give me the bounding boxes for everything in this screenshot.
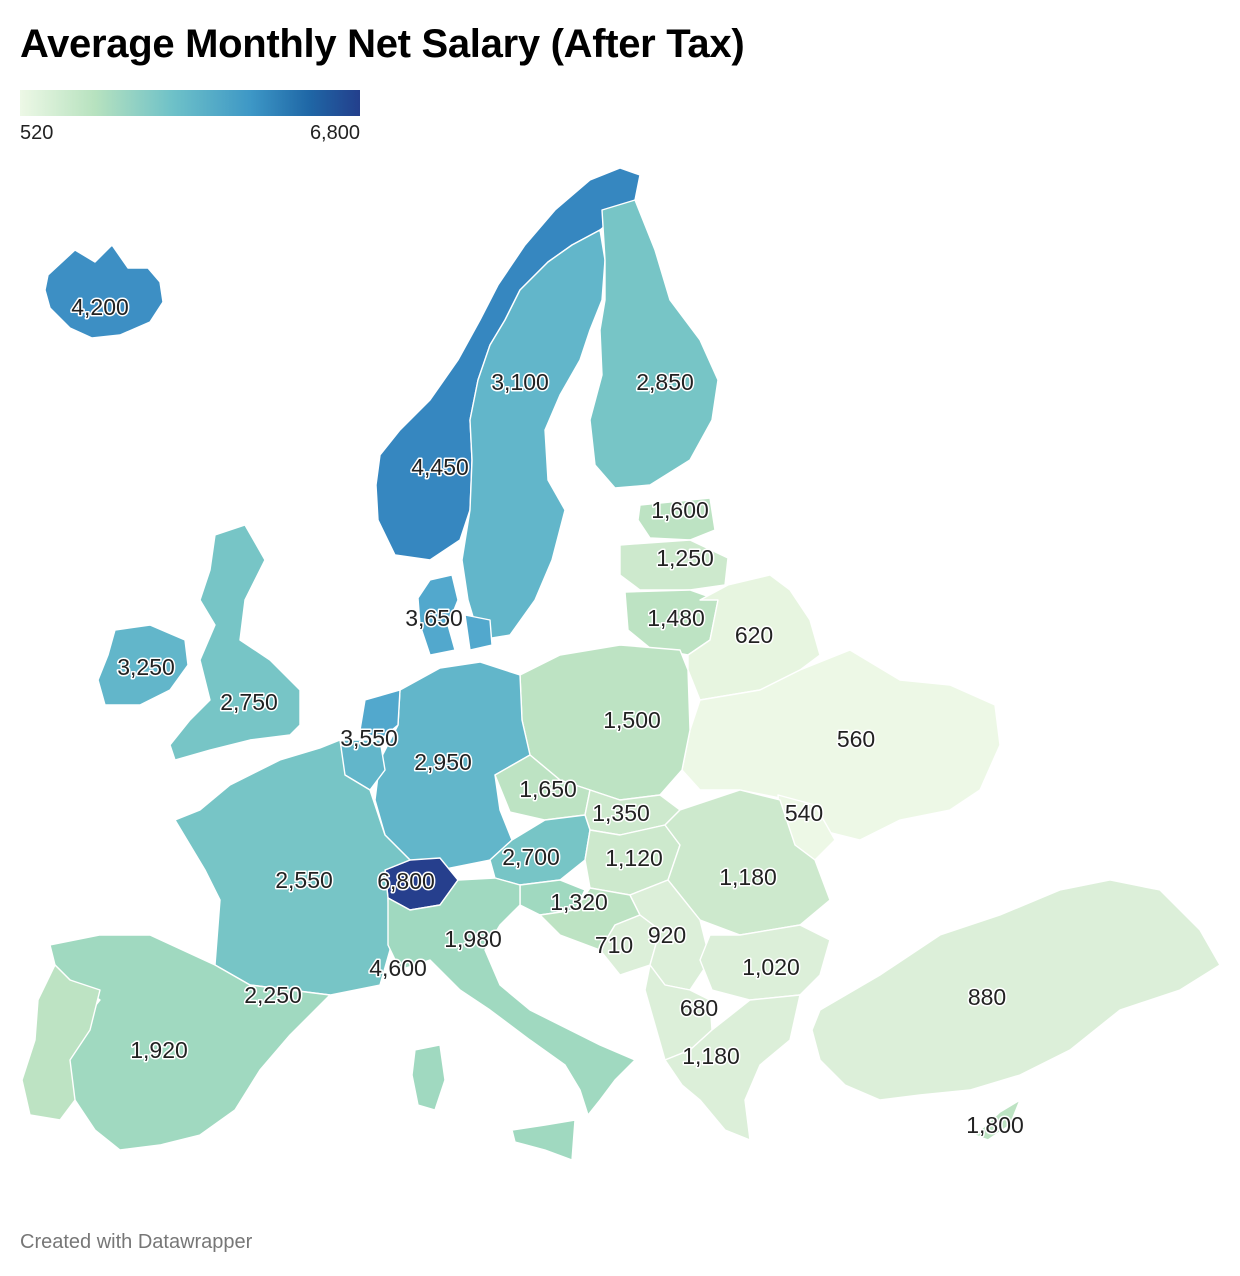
region-sardinia[interactable] [411, 1044, 446, 1111]
legend-max-label: 6,800 [309, 122, 360, 144]
label-croatia: 1,980 [444, 926, 502, 952]
label-latvia: 1,250 [656, 545, 714, 571]
label-sweden: 3,100 [491, 369, 549, 395]
label-norway: 4,450 [411, 454, 469, 480]
region-uk[interactable] [169, 524, 301, 761]
label-switzerland: 6,800 [377, 868, 435, 894]
label-estonia: 1,600 [651, 497, 709, 523]
label-bosnia: 710 [595, 932, 633, 958]
label-france: 2,550 [275, 867, 333, 893]
region-sweden[interactable] [461, 229, 606, 641]
label-belarus: 620 [735, 622, 773, 648]
label-spain: 1,920 [130, 1037, 188, 1063]
label-ukraine: 560 [837, 726, 875, 752]
region-iceland[interactable] [44, 244, 164, 339]
label-turkey: 880 [968, 984, 1006, 1010]
region-bulgaria[interactable] [699, 924, 831, 1001]
label-montenegro: 680 [680, 995, 718, 1021]
label-finland: 2,850 [636, 369, 694, 395]
region-turkey[interactable] [811, 879, 1221, 1101]
datawrapper-credit[interactable]: Created with Datawrapper [20, 1231, 253, 1253]
label-slovenia: 1,320 [550, 889, 608, 915]
label-monaco: 4,600 [369, 955, 427, 981]
label-austria: 2,700 [502, 844, 560, 870]
label-uk: 2,750 [220, 689, 278, 715]
region-cyprus[interactable] [974, 1099, 1021, 1141]
label-slovakia: 1,350 [592, 800, 650, 826]
label-romania: 1,180 [719, 864, 777, 890]
color-legend-bar [20, 90, 360, 116]
region-ukraine[interactable] [681, 649, 1001, 841]
region-finland[interactable] [589, 199, 719, 489]
region-italy[interactable] [387, 877, 636, 1116]
label-hungary: 1,120 [605, 845, 663, 871]
label-lithuania: 1,480 [647, 605, 705, 631]
label-denmark: 3,650 [405, 605, 463, 631]
label-moldova: 540 [785, 800, 823, 826]
region-ireland[interactable] [97, 624, 189, 706]
region-latvia[interactable] [619, 539, 729, 591]
region-netherlands[interactable] [359, 689, 401, 741]
label-greece: 1,180 [682, 1043, 740, 1069]
label-bulgaria: 1,020 [742, 954, 800, 980]
label-netherlands: 3,550 [340, 725, 398, 751]
region-greece[interactable] [664, 994, 801, 1141]
label-serbia: 920 [648, 922, 686, 948]
label-andorra: 2,250 [244, 982, 302, 1008]
label-cyprus: 1,800 [966, 1112, 1024, 1138]
label-poland: 1,500 [603, 707, 661, 733]
label-iceland: 4,200 [71, 294, 129, 320]
label-ireland: 3,250 [117, 654, 175, 680]
region-sicily[interactable] [511, 1119, 576, 1161]
label-czechia: 1,650 [519, 776, 577, 802]
label-germany: 2,950 [414, 749, 472, 775]
legend-min-label: 520 [20, 122, 54, 144]
region-denmark[interactable] [417, 574, 493, 656]
region-portugal[interactable] [21, 964, 101, 1121]
value-labels: 4,200 3,100 2,850 4,450 1,600 1,250 1,48… [70, 293, 1026, 1140]
chart-title: Average Monthly Net Salary (After Tax) [20, 22, 745, 66]
